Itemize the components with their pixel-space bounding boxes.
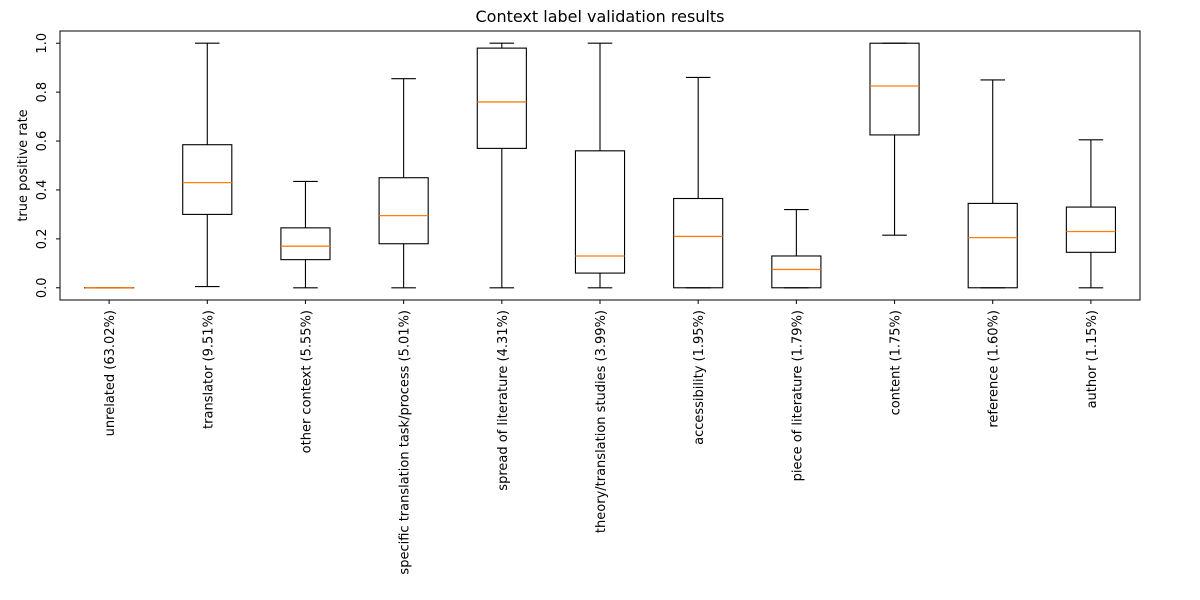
chart-title: Context label validation results	[475, 7, 724, 26]
box-7	[771, 255, 822, 289]
box-3	[378, 177, 429, 245]
box-1	[182, 144, 233, 215]
y-tick-label: 0.4	[35, 180, 50, 201]
x-tick-label: other context (5.55%)	[299, 310, 314, 453]
y-tick-label: 0.6	[35, 131, 50, 152]
x-tick-label: author (1.15%)	[1085, 310, 1100, 408]
x-tick-label: content (1.75%)	[889, 310, 904, 415]
y-tick-label: 1.0	[35, 33, 50, 54]
box-6	[673, 197, 724, 289]
y-tick-label: 0.8	[35, 82, 50, 103]
box-10	[1065, 206, 1117, 253]
x-tick-label: reference (1.60%)	[987, 310, 1002, 428]
y-axis-label: true positive rate	[16, 109, 31, 221]
x-tick-label: specific translation task/process (5.01%…	[398, 310, 413, 575]
box-8	[869, 42, 920, 136]
x-tick-label: piece of literature (1.79%)	[790, 310, 805, 481]
y-tick-label: 0.2	[35, 229, 50, 250]
x-tick-label: theory/translation studies (3.99%)	[594, 310, 609, 533]
y-tick-label: 0.0	[35, 277, 50, 298]
x-tick-label: accessibility (1.95%)	[692, 310, 707, 445]
box-5	[574, 150, 626, 274]
x-tick-label: translator (9.51%)	[201, 310, 216, 429]
x-tick-label: spread of literature (4.31%)	[496, 310, 511, 491]
x-tick-label: unrelated (63.02%)	[103, 310, 118, 436]
box-2	[280, 227, 331, 261]
box-9	[967, 202, 1018, 289]
plot-area: 0.0 0.2 0.4 0.6 0.8 1.0 unrelated (63.02%) tran…	[35, 30, 1141, 575]
box-4	[476, 47, 527, 149]
